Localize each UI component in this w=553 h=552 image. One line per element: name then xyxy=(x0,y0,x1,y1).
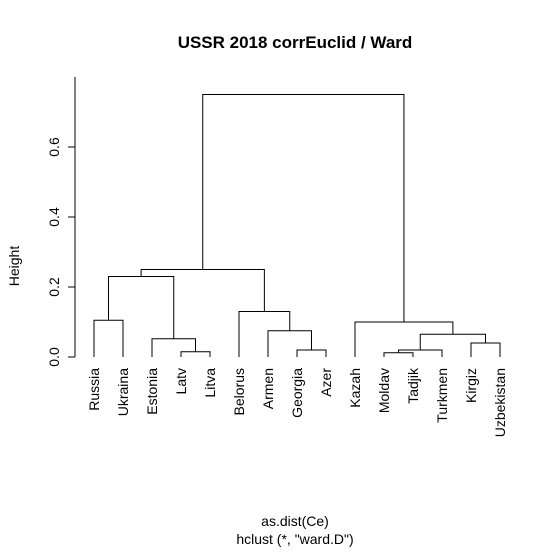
method-sublabel: hclust (*, "ward.D") xyxy=(236,531,353,547)
dendrogram-branch xyxy=(383,352,414,357)
leaf-label: Kirgiz xyxy=(463,368,479,403)
dendrogram-branch xyxy=(354,321,454,357)
dendrogram-branches xyxy=(93,94,501,357)
dendrogram-branch xyxy=(398,349,443,357)
leaf-label: Russia xyxy=(86,368,102,411)
dendrogram-branch xyxy=(180,351,211,357)
leaf-label: Moldav xyxy=(376,368,392,413)
leaf-label: Azer xyxy=(318,368,334,397)
dendrogram-branch xyxy=(151,338,196,357)
leaf-label: Latv xyxy=(173,368,189,394)
dendrogram-branch xyxy=(108,276,175,339)
dendrogram-branch xyxy=(267,330,312,357)
dendrogram-branch xyxy=(140,269,265,312)
dendrogram-branch xyxy=(202,94,405,322)
y-axis: 0.0 0.2 0.4 0.6 xyxy=(46,77,76,367)
y-tick-label: 0.6 xyxy=(46,137,62,157)
leaf-label: Georgia xyxy=(289,368,305,418)
dendrogram-branch xyxy=(238,311,291,357)
leaf-label: Estonia xyxy=(144,368,160,415)
y-tick-label: 0.0 xyxy=(46,347,62,367)
leaf-label: Armen xyxy=(260,368,276,409)
leaf-labels: Russia Ukraina Estonia Latv Litva Belorus Arme… xyxy=(86,367,508,437)
x-axis-label: as.dist(Ce) xyxy=(261,513,329,529)
y-tick-label: 0.4 xyxy=(46,207,62,227)
leaf-label: Belorus xyxy=(231,368,247,415)
leaf-label: Uzbekistan xyxy=(492,368,508,437)
dendrogram-branch xyxy=(470,342,501,357)
leaf-label: Tadjik xyxy=(405,367,421,404)
leaf-label: Litva xyxy=(202,368,218,398)
dendrogram-branch xyxy=(419,333,486,350)
leaf-label: Ukraina xyxy=(115,368,131,416)
y-tick-label: 0.2 xyxy=(46,277,62,297)
dendrogram-branch xyxy=(93,319,124,357)
chart-title: USSR 2018 corrEuclid / Ward xyxy=(178,33,413,52)
y-axis-label: Height xyxy=(6,246,22,287)
leaf-label: Kazah xyxy=(347,368,363,408)
dendrogram-branch xyxy=(296,349,327,357)
leaf-label: Turkmen xyxy=(434,368,450,423)
